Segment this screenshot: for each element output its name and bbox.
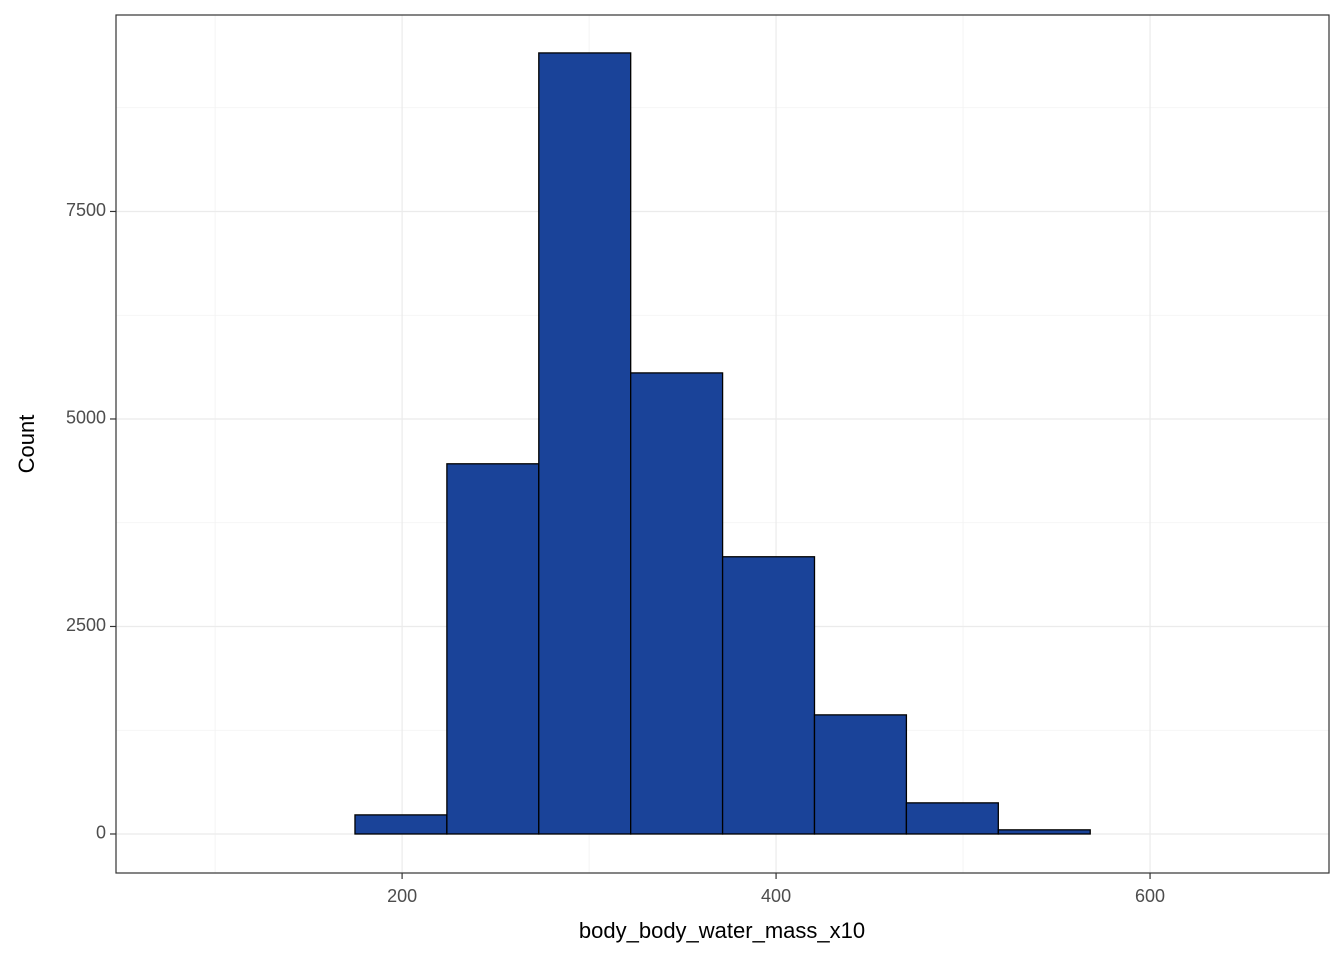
x-tick-label: 200: [387, 886, 417, 906]
y-tick-label: 0: [96, 823, 106, 843]
x-axis-title: body_body_water_mass_x10: [579, 918, 865, 943]
x-tick-label: 400: [761, 886, 791, 906]
y-axis-title: Count: [14, 415, 39, 474]
bars: [354, 52, 1091, 835]
bar: [446, 463, 540, 835]
y-tick-label: 7500: [66, 200, 106, 220]
bar: [354, 814, 448, 835]
x-tick-label: 600: [1135, 886, 1165, 906]
bar: [630, 372, 724, 835]
bar: [997, 829, 1091, 835]
axes: 200 400 600 0 2500 5000 7500: [66, 200, 1165, 906]
y-tick-label: 2500: [66, 615, 106, 635]
panel-border: [115, 14, 1330, 874]
bar: [538, 52, 632, 835]
y-tick-label: 5000: [66, 408, 106, 428]
bar: [813, 714, 908, 835]
bar: [905, 802, 999, 835]
bar: [721, 556, 816, 835]
